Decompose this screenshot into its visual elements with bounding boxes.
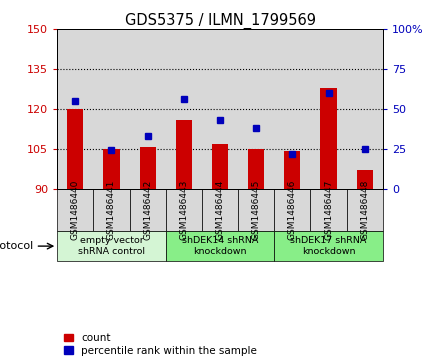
Bar xyxy=(57,189,93,231)
Title: GDS5375 / ILMN_1799569: GDS5375 / ILMN_1799569 xyxy=(125,13,315,29)
Bar xyxy=(274,189,311,231)
Bar xyxy=(347,189,383,231)
Text: GSM1486440: GSM1486440 xyxy=(71,180,80,240)
Bar xyxy=(202,189,238,231)
Legend: count, percentile rank within the sample: count, percentile rank within the sample xyxy=(62,331,259,358)
Bar xyxy=(139,147,156,189)
Bar xyxy=(176,119,192,189)
Bar xyxy=(67,109,84,189)
Text: shDEK14 shRNA
knockdown: shDEK14 shRNA knockdown xyxy=(182,236,258,256)
Bar xyxy=(356,170,373,189)
Bar xyxy=(320,87,337,189)
Bar xyxy=(103,149,120,189)
Bar xyxy=(248,149,264,189)
Bar xyxy=(274,29,311,189)
Bar xyxy=(166,189,202,231)
Bar xyxy=(57,29,93,189)
Text: GSM1486442: GSM1486442 xyxy=(143,180,152,240)
Text: protocol: protocol xyxy=(0,241,34,251)
Bar xyxy=(129,29,166,189)
Bar xyxy=(284,151,301,189)
Text: GSM1486444: GSM1486444 xyxy=(216,180,224,240)
Bar xyxy=(93,189,129,231)
Bar xyxy=(311,189,347,231)
Bar xyxy=(274,231,383,261)
Bar xyxy=(311,29,347,189)
Bar xyxy=(93,29,129,189)
Text: empty vector
shRNA control: empty vector shRNA control xyxy=(78,236,145,256)
Bar xyxy=(166,231,274,261)
Text: shDEK17 shRNA
knockdown: shDEK17 shRNA knockdown xyxy=(290,236,367,256)
Bar xyxy=(166,29,202,189)
Text: GSM1486443: GSM1486443 xyxy=(180,180,188,240)
Bar xyxy=(238,29,274,189)
Bar xyxy=(129,189,166,231)
Bar xyxy=(238,189,274,231)
Text: GSM1486446: GSM1486446 xyxy=(288,180,297,240)
Text: GSM1486445: GSM1486445 xyxy=(252,180,260,240)
Text: GSM1486441: GSM1486441 xyxy=(107,180,116,240)
Text: GSM1486448: GSM1486448 xyxy=(360,180,369,240)
Text: GSM1486447: GSM1486447 xyxy=(324,180,333,240)
Bar xyxy=(347,29,383,189)
Bar xyxy=(57,231,166,261)
Bar xyxy=(212,143,228,189)
Bar xyxy=(202,29,238,189)
